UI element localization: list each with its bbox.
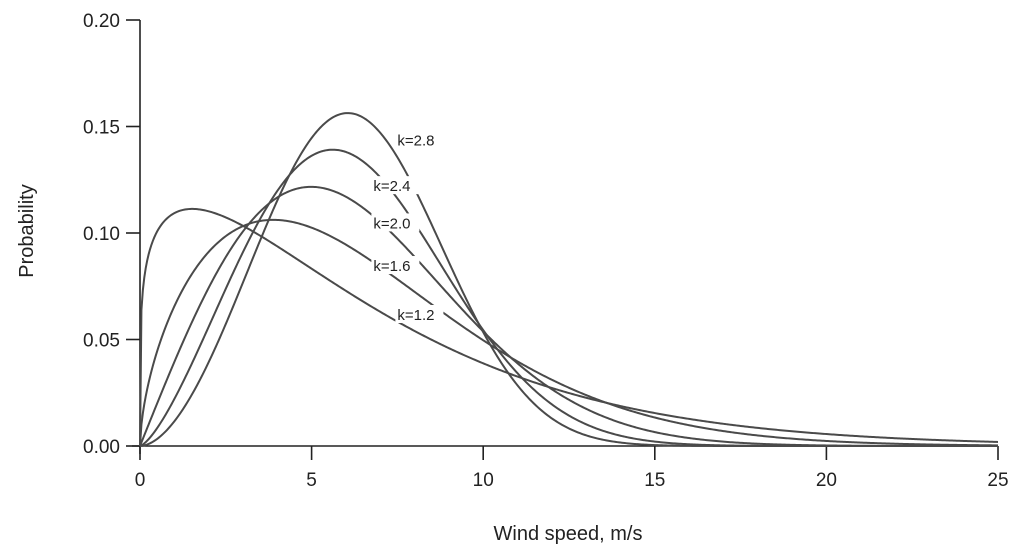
y-tick-label: 0.10	[83, 224, 120, 245]
x-tick-label: 0	[135, 470, 146, 491]
x-tick-label: 20	[816, 470, 837, 491]
curve-label-bg	[371, 176, 420, 195]
x-tick-label: 10	[473, 470, 494, 491]
curve-k-1-6	[139, 218, 999, 447]
curve-k-2	[139, 185, 998, 447]
y-axis-title: Probability	[16, 184, 38, 277]
x-axis-title: Wind speed, m/s	[494, 523, 643, 545]
curve-labels: k=1.2 k=1.6 k=2.0 k=2.4 k=2.8	[371, 130, 444, 324]
curve-label-bg	[395, 130, 444, 149]
y-tick-label: 0.15	[83, 118, 120, 139]
curve-label-bg	[371, 213, 420, 232]
x-tick-label: 5	[306, 470, 317, 491]
y-tick-label: 0.05	[83, 331, 120, 352]
curve-label: k=1.6	[373, 258, 410, 275]
curve-k-2-4	[139, 148, 998, 447]
curve-k-1-2	[139, 207, 999, 447]
curve-label-bg	[395, 305, 444, 324]
curve-label-bg	[371, 256, 420, 275]
curve-k-2-8	[139, 112, 998, 447]
curves	[139, 112, 999, 447]
curve-label: k=2.8	[397, 132, 434, 149]
y-tick-label: 0.20	[83, 11, 120, 32]
axes: 0.00 0.05 0.10 0.15 0.20 0 5 10 15 20 25	[83, 11, 1009, 491]
curve-label: k=2.4	[373, 178, 410, 195]
y-tick-label: 0.00	[83, 437, 120, 458]
x-tick-label: 15	[644, 470, 665, 491]
x-tick-label: 25	[987, 470, 1008, 491]
curve-label: k=1.2	[397, 307, 434, 324]
curve-label: k=2.0	[373, 215, 410, 232]
